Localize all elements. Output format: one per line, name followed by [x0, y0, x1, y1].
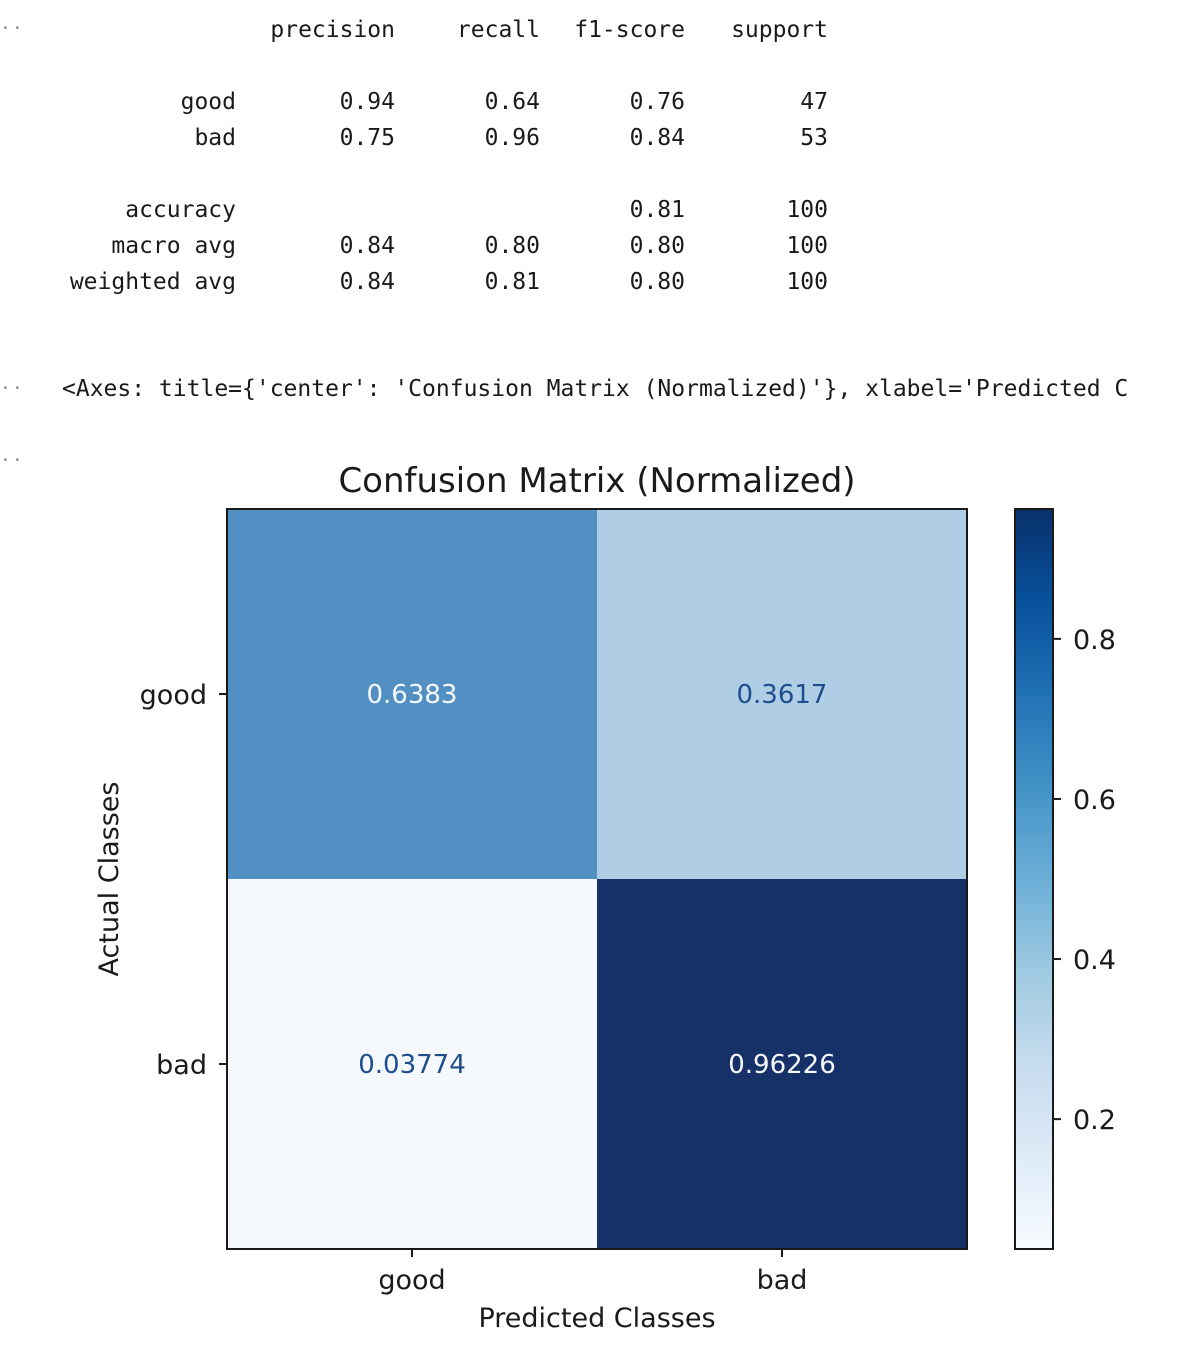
heatmap-cell — [227, 509, 597, 879]
output-gutter-marker: ·· — [0, 18, 24, 39]
report-cell-value: 0.75 — [339, 125, 395, 151]
cell-value-label: 0.03774 — [358, 1050, 466, 1080]
y-tick-label: bad — [156, 1050, 207, 1081]
x-tick-label: bad — [757, 1265, 808, 1296]
colorbar — [1014, 508, 1054, 1250]
report-row-label: accuracy — [125, 197, 236, 223]
report-cell-value: 0.80 — [629, 269, 685, 295]
axis-ticks: good bad good bad — [140, 680, 808, 1296]
chart-title: Confusion Matrix (Normalized) — [338, 461, 855, 501]
colorbar-tick-label: 0.8 — [1073, 625, 1116, 656]
colorbar-tick-label: 0.2 — [1073, 1105, 1116, 1136]
plot-frame — [226, 508, 968, 1250]
report-cell-value: 100 — [786, 197, 828, 223]
cell-value-label: 0.3617 — [737, 680, 828, 710]
x-tick-label: good — [378, 1265, 445, 1296]
report-cell-value: 0.84 — [339, 269, 395, 295]
heatmap-cells: 0.6383 0.3617 0.03774 0.96226 — [227, 509, 967, 1249]
report-header-recall: recall — [456, 17, 540, 43]
report-cell-value: 0.84 — [339, 233, 395, 259]
report-cell-value: 0.81 — [629, 197, 685, 223]
report-header-precision: precision — [270, 17, 395, 43]
report-cell-value: 0.84 — [629, 125, 685, 151]
axes-repr-output: <Axes: title={'center': 'Confusion Matri… — [62, 376, 1129, 402]
report-cell-value: 47 — [800, 89, 828, 115]
report-header-f1: f1-score — [574, 17, 685, 43]
heatmap-cell — [227, 879, 597, 1249]
report-cell-value: 100 — [786, 233, 828, 259]
report-cell-value: 0.64 — [484, 89, 540, 115]
heatmap-cell — [597, 509, 967, 879]
output-gutter-marker: ·· — [0, 450, 24, 471]
report-cell-value: 0.76 — [629, 89, 685, 115]
x-axis-label: Predicted Classes — [478, 1303, 715, 1334]
report-header-support: support — [731, 17, 828, 43]
report-row-label: weighted avg — [69, 269, 236, 295]
report-cell-value: 0.80 — [629, 233, 685, 259]
colorbar-ticks: 0.2 0.4 0.6 0.8 — [1053, 625, 1116, 1136]
report-row-label: bad — [194, 125, 236, 151]
y-tick-label: good — [140, 680, 207, 711]
report-cell-value: 0.81 — [484, 269, 540, 295]
heatmap-cell — [597, 879, 967, 1249]
report-row-label: macro avg — [111, 233, 236, 259]
report-cell-value: 0.80 — [484, 233, 540, 259]
cell-value-label: 0.96226 — [728, 1050, 836, 1080]
report-cell-value: 53 — [800, 125, 828, 151]
report-cell-value: 0.94 — [339, 89, 395, 115]
report-row-label: good — [180, 89, 236, 115]
report-cell-value: 0.96 — [484, 125, 540, 151]
report-cell-value: 100 — [786, 269, 828, 295]
y-axis-label: Actual Classes — [94, 782, 125, 977]
colorbar-tick-label: 0.4 — [1073, 945, 1116, 976]
colorbar-tick-label: 0.6 — [1073, 785, 1116, 816]
output-gutter-marker: ·· — [0, 378, 24, 399]
cell-value-label: 0.6383 — [367, 680, 458, 710]
